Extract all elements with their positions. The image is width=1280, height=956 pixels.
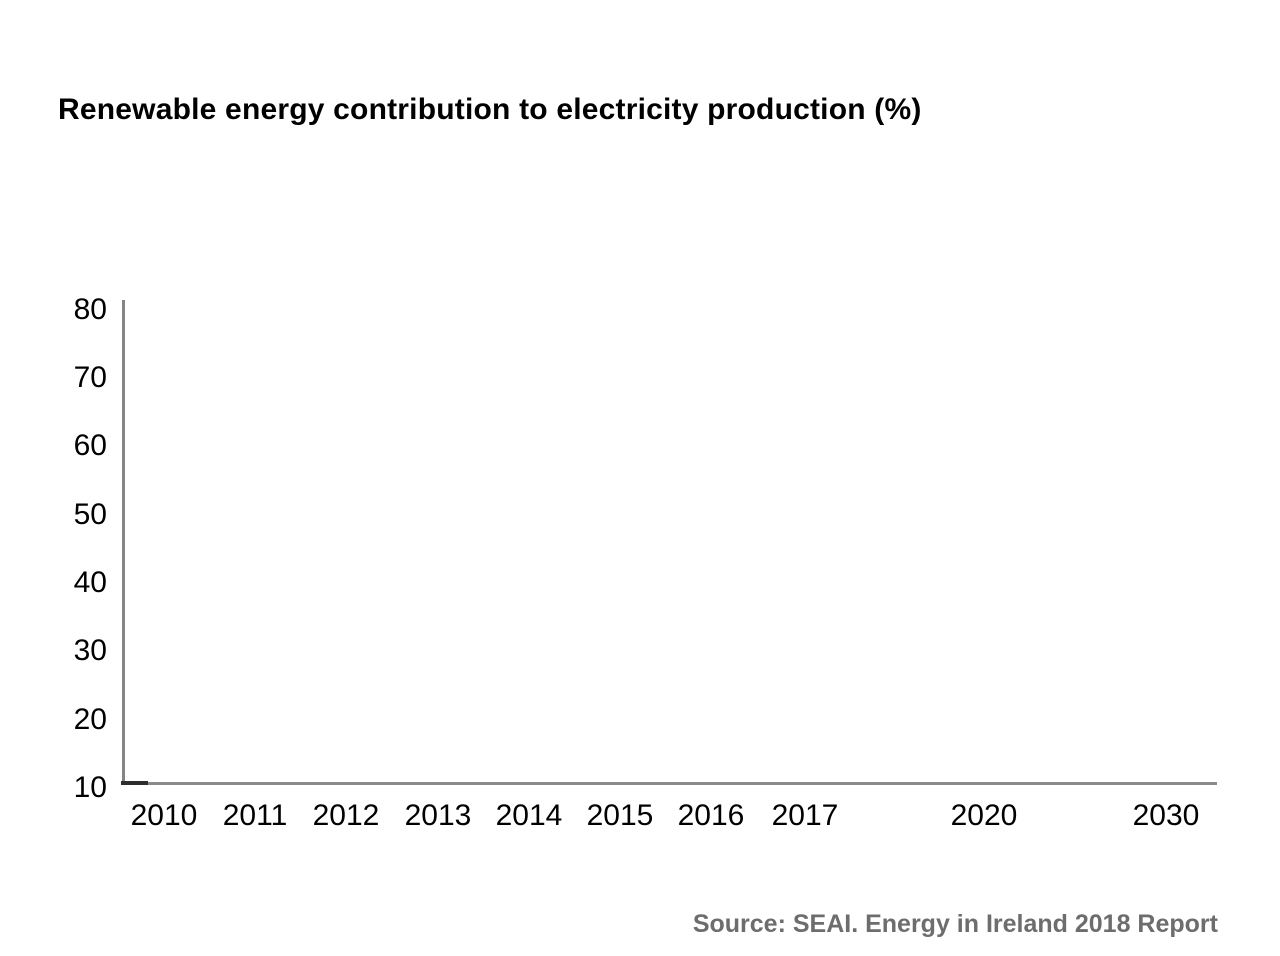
y-tick-label: 80 — [73, 293, 107, 326]
y-tick-label: 20 — [73, 703, 107, 736]
y-tick-label: 40 — [73, 566, 107, 599]
y-axis-line — [122, 300, 125, 784]
x-tick-label: 2015 — [586, 799, 654, 832]
source-caption: Source: SEAI. Energy in Ireland 2018 Rep… — [692, 910, 1218, 938]
x-tick-label: 2012 — [312, 799, 380, 832]
x-tick-label: 2016 — [677, 799, 745, 832]
x-tick-label: 2013 — [404, 799, 472, 832]
y-tick-label: 30 — [73, 634, 107, 667]
series-line-start — [121, 780, 148, 785]
x-tick-label: 2014 — [495, 799, 563, 832]
x-axis-line — [122, 781, 1217, 785]
x-tick-label: 2030 — [1132, 799, 1200, 832]
x-tick-label: 2010 — [130, 799, 198, 832]
x-tick-label: 2020 — [950, 799, 1018, 832]
y-tick-label: 10 — [73, 771, 107, 804]
chart-title: Renewable energy contribution to electri… — [58, 93, 922, 126]
y-tick-label: 70 — [73, 361, 107, 394]
x-tick-label: 2011 — [222, 799, 288, 832]
y-tick-label: 60 — [73, 429, 107, 462]
y-tick-label: 50 — [73, 498, 107, 531]
x-tick-label: 2017 — [771, 799, 839, 832]
